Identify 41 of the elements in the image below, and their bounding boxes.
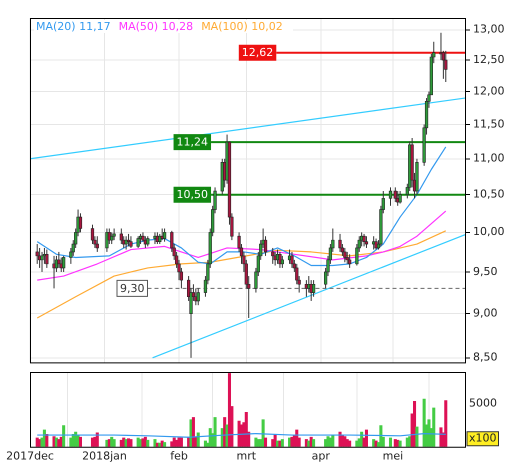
ref-line-label: 11,24	[176, 135, 208, 148]
x-tick-label: apr	[312, 449, 330, 462]
bar	[264, 438, 268, 447]
bar	[415, 426, 418, 447]
y-tick-label: 11,50	[473, 117, 504, 130]
x-tick-label: mei	[382, 449, 404, 462]
y-tick-label: 10,50	[473, 188, 504, 201]
y-tick-label: 13,00	[473, 22, 504, 36]
ref-line-label: 9,30	[120, 282, 144, 295]
y-tick-label: 9,00	[473, 306, 498, 320]
bar	[388, 438, 392, 447]
text: 5000	[469, 396, 497, 410]
bar	[163, 442, 166, 447]
x-tick-label: 2017dec	[6, 449, 54, 462]
y-tick-label: 12,00	[473, 84, 504, 98]
bar	[398, 440, 402, 447]
bar	[196, 432, 200, 447]
x-tick-label: mrt	[236, 449, 257, 462]
text: MA(50) 10,28	[118, 20, 194, 33]
ref-line-label: 12,62	[242, 46, 274, 60]
y-tick-label: 8,50	[473, 350, 498, 364]
x-tick-label: 2018jan	[82, 449, 127, 462]
bar	[280, 439, 284, 447]
y-tick-label: 9,50	[473, 264, 498, 278]
y-tick-label: 12,50	[473, 52, 504, 66]
candlestick	[396, 190, 400, 206]
bar	[146, 440, 150, 447]
y-tick-label: 10,00	[473, 225, 504, 238]
x-tick-label: feb	[170, 449, 188, 462]
bar	[331, 435, 334, 447]
ref-line-label: 10,50	[176, 188, 208, 202]
y-tick-label: 11,00	[473, 152, 504, 165]
bar	[62, 425, 66, 447]
bar	[180, 438, 183, 447]
text: MA(20) 11,17	[36, 20, 111, 33]
bar	[112, 439, 116, 447]
bar	[348, 440, 352, 447]
text: MA(100) 10,02	[201, 20, 283, 33]
text: x100	[469, 432, 497, 445]
bar	[312, 439, 316, 447]
bar	[295, 430, 298, 447]
